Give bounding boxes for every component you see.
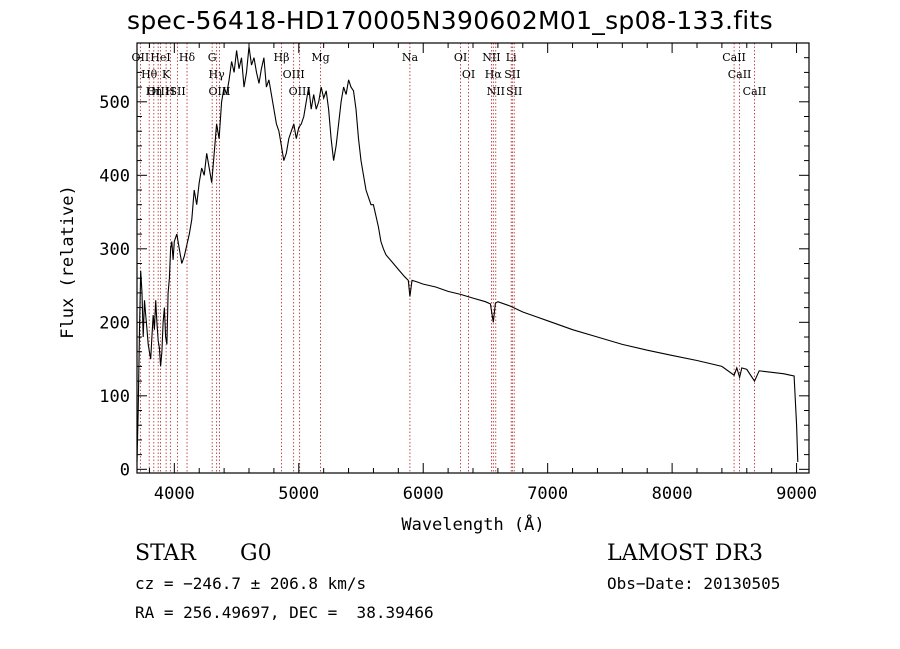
spectral-line-label: Hδ	[179, 51, 196, 64]
spectral-line-label: NII	[482, 51, 500, 64]
spectral-line-label: SII	[504, 68, 520, 81]
spectral-line-label: CaII	[722, 51, 746, 64]
spectral-line-label: CaII	[728, 68, 752, 81]
spectral-line-label: Hγ	[209, 68, 226, 81]
coordinates: RA = 256.49697, DEC = 38.39466	[135, 603, 434, 622]
y-tick-label: 200	[99, 313, 130, 333]
x-axis-label: Wavelength (Å)	[401, 513, 544, 535]
survey-name: LAMOST DR3	[607, 541, 763, 566]
spectral-line-label: NII	[487, 85, 505, 98]
x-tick-label: 6000	[403, 484, 444, 504]
x-axis-ticks: 4000 5000 6000 7000 8000 9000	[148, 43, 817, 504]
chart-title: spec-56418-HD170005N390602M01_sp08-133.f…	[127, 6, 773, 35]
y-axis-ticks: 0 100 200 300 400 500	[99, 57, 809, 480]
spectral-line-label: Na	[402, 51, 419, 64]
x-tick-label: 8000	[652, 484, 693, 504]
spectral-line-label: Hθ	[141, 68, 158, 81]
spectral-line-label: Li	[506, 51, 517, 64]
object-class: STAR	[135, 541, 196, 566]
y-tick-label: 0	[120, 460, 130, 480]
spectral-line-label: OIII	[147, 85, 169, 98]
spectral-line-label: Hα	[485, 68, 503, 81]
redshift-velocity: cz = −246.7 ± 206.8 km/s	[135, 574, 367, 593]
spectral-line-label: OI	[454, 51, 467, 64]
spectrum-series-line	[136, 46, 799, 463]
spectral-line-label: OIII	[283, 68, 305, 81]
spectral-line-markers	[139, 43, 755, 473]
y-tick-label: 100	[99, 387, 130, 407]
y-axis-label: Flux (relative)	[58, 185, 78, 339]
spectral-line-label: Hβ	[274, 51, 290, 64]
y-tick-label: 300	[99, 240, 130, 260]
x-tick-label: 5000	[278, 484, 319, 504]
spectral-line-label: H	[166, 85, 176, 98]
spectral-line-label: CaII	[743, 85, 767, 98]
y-tick-label: 500	[99, 93, 130, 113]
object-subclass: G0	[240, 541, 272, 566]
spectral-line-label: Mg	[311, 51, 329, 64]
spectral-line-label: OI	[462, 68, 475, 81]
spectral-line-label: G	[208, 51, 217, 64]
spectral-line-label: Hη	[146, 85, 162, 98]
spectral-line-label: SII	[506, 85, 522, 98]
spectral-line-label: K	[162, 68, 171, 81]
spectral-line-label: OIII	[289, 85, 311, 98]
y-tick-label: 400	[99, 166, 130, 186]
plot-frame	[136, 42, 810, 474]
observation-date: Obs−Date: 20130505	[607, 574, 781, 593]
x-tick-label: 4000	[154, 484, 195, 504]
spectral-line-label: SII	[169, 85, 185, 98]
x-tick-label: 9000	[776, 484, 817, 504]
spectral-line-label: HeI	[150, 51, 170, 64]
x-tick-label: 7000	[527, 484, 568, 504]
